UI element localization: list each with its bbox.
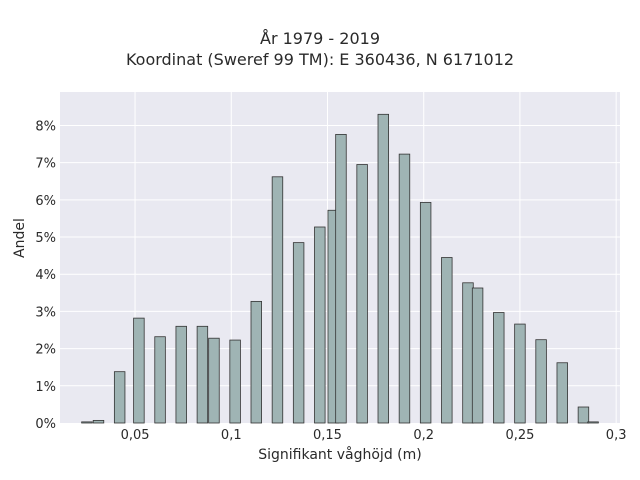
y-tick-label: 6% <box>35 194 56 209</box>
histogram-bar <box>556 362 568 424</box>
x-tick-label: 0,2 <box>413 428 434 443</box>
histogram-bar <box>377 113 389 424</box>
x-tick-label: 0,15 <box>313 428 342 443</box>
histogram-bar <box>335 133 347 424</box>
histogram-bar <box>133 317 145 424</box>
histogram-bar <box>314 226 326 424</box>
x-axis-label: Signifikant våghöjd (m) <box>258 447 422 463</box>
histogram-bar <box>441 257 453 424</box>
histogram-bar <box>113 371 126 424</box>
histogram-bar <box>154 336 166 424</box>
histogram-bar <box>471 287 484 424</box>
histogram-bar <box>292 242 305 424</box>
x-tick-label: 0,05 <box>121 428 150 443</box>
histogram-bar <box>81 421 93 424</box>
histogram-bar <box>419 202 432 424</box>
y-tick-label: 4% <box>35 268 56 283</box>
histogram-bar <box>196 325 209 424</box>
y-tick-label: 5% <box>35 231 56 246</box>
histogram-bar <box>356 164 368 424</box>
chart-subtitle: Koordinat (Sweref 99 TM): E 360436, N 61… <box>125 50 515 69</box>
y-axis-label: Andel <box>12 218 28 258</box>
chart-title: År 1979 - 2019 <box>260 29 380 48</box>
histogram-bar <box>208 337 220 424</box>
histogram-bar <box>514 323 526 424</box>
x-tick-label: 0,25 <box>505 428 534 443</box>
y-tick-label: 3% <box>35 305 56 320</box>
histogram-bar <box>250 300 262 424</box>
histogram-bar <box>398 153 411 424</box>
histogram-bar <box>493 312 505 424</box>
histogram-bar <box>175 325 187 424</box>
y-tick-label: 0% <box>35 417 56 432</box>
y-tick-label: 2% <box>35 343 56 358</box>
x-tick-label: 0,3 <box>606 428 627 443</box>
y-tick-label: 8% <box>35 119 56 134</box>
histogram-bar <box>92 419 105 424</box>
histogram-bar <box>462 282 474 424</box>
histogram-bar <box>229 339 241 424</box>
histogram-bar <box>535 339 547 424</box>
histogram-bar <box>271 176 284 424</box>
y-tick-label: 7% <box>35 157 56 172</box>
histogram-bar <box>587 421 599 424</box>
y-tick-label: 1% <box>35 380 56 395</box>
x-tick-label: 0,1 <box>221 428 242 443</box>
histogram-bar <box>577 406 590 424</box>
